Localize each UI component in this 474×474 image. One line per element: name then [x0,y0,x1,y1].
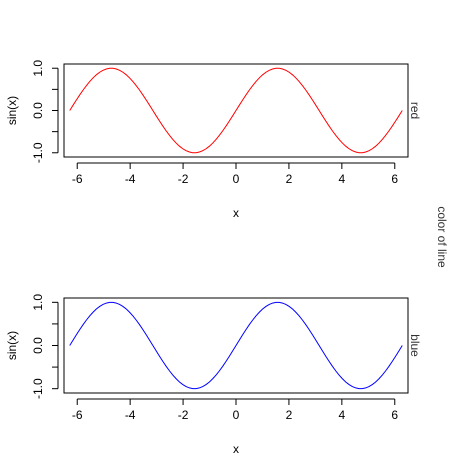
x-tick-label: 0 [233,172,240,186]
x-tick-label: 0 [233,408,240,422]
plot-frame [63,297,409,394]
series-line-blue [69,301,403,390]
x-tick-label: -6 [72,172,83,186]
x-tick-label: 4 [339,172,346,186]
x-tick-label: 2 [286,408,293,422]
plot-frame [63,63,409,158]
y-tick-label: -1.0 [31,142,45,163]
x-tick-label: 6 [391,172,398,186]
series-line-red [69,67,403,154]
x-tick-label: -4 [125,172,136,186]
x-axis-label: x [233,206,239,220]
y-tick-label: 0.0 [31,102,45,119]
side-label: blue [408,334,422,357]
y-tick-label: 0.0 [31,337,45,354]
y-axis-label: sin(x) [5,96,19,125]
outer-side-label: color of line [435,206,449,268]
chart-panel-2: -6 -4 -2 0 2 4 6 -1.0 0.0 1.0 x sin(x) blue [5,294,422,456]
x-tick-label: 4 [339,408,346,422]
side-label: red [408,102,422,119]
y-tick-label: 1.0 [31,294,45,311]
x-tick-label: -2 [178,408,189,422]
y-tick-label: 1.0 [31,60,45,77]
x-tick-label: 6 [391,408,398,422]
x-tick-label: 2 [286,172,293,186]
y-tick-label: -1.0 [31,378,45,399]
x-tick-label: -2 [178,172,189,186]
x-tick-label: -6 [72,408,83,422]
chart-panel-1: -6 -4 -2 0 2 4 6 -1.0 0.0 1.0 x sin(x) red [5,60,422,220]
x-tick-label: -4 [125,408,136,422]
x-axis-label: x [233,442,239,456]
y-axis-label: sin(x) [5,331,19,360]
